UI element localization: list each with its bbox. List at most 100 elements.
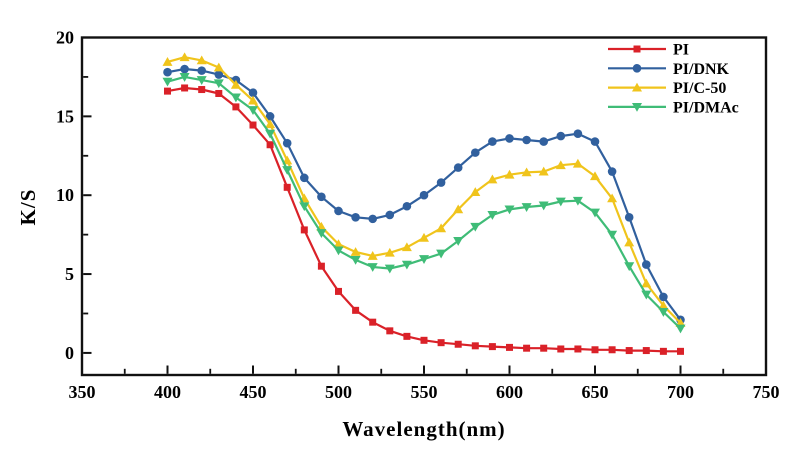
data-point-marker <box>572 158 583 168</box>
data-point-marker <box>677 347 684 355</box>
y-tick-label: 10 <box>56 185 74 205</box>
data-point-marker <box>300 226 308 234</box>
data-point-marker <box>386 327 394 335</box>
data-point-marker <box>470 222 481 232</box>
data-point-marker <box>471 342 479 350</box>
data-point-marker <box>642 347 650 355</box>
data-point-marker <box>454 340 462 348</box>
data-point-marker <box>591 346 599 354</box>
data-point-marker <box>213 79 224 89</box>
data-point-marker <box>230 93 241 103</box>
data-point-marker <box>419 255 429 264</box>
y-axis-title: K/S <box>16 188 40 226</box>
data-point-marker <box>521 203 532 212</box>
data-point-marker <box>248 95 258 105</box>
data-point-marker <box>164 87 171 95</box>
legend-label: PI/DNK <box>673 61 730 78</box>
data-point-marker <box>625 347 633 355</box>
data-point-marker <box>162 77 173 87</box>
data-point-marker <box>249 121 257 129</box>
legend-item: PI/DNK <box>608 61 730 78</box>
data-point-marker <box>265 129 276 139</box>
data-point-marker <box>504 169 515 179</box>
data-point-marker <box>402 201 412 211</box>
data-point-marker <box>384 247 395 257</box>
data-point-marker <box>624 212 634 222</box>
data-point-marker <box>369 318 377 326</box>
data-point-marker <box>436 223 447 233</box>
series-PI-DNK <box>163 64 685 325</box>
data-point-marker <box>470 187 481 196</box>
x-tick-label: 700 <box>667 382 694 402</box>
data-point-marker <box>333 239 344 249</box>
data-point-marker <box>232 103 240 111</box>
data-point-marker <box>538 201 549 211</box>
data-point-marker <box>282 166 293 175</box>
data-point-marker <box>300 173 309 183</box>
y-tick-label: 15 <box>56 106 74 126</box>
data-point-marker <box>350 247 361 256</box>
data-point-marker <box>555 197 566 207</box>
x-tick-label: 350 <box>69 382 96 402</box>
data-point-marker <box>197 66 206 75</box>
legend-marker-icon <box>633 45 641 53</box>
data-point-marker <box>538 166 549 176</box>
x-axis: 350 400 450 500 550 600 650 700 750 <box>69 365 780 402</box>
data-point-marker <box>658 300 669 310</box>
data-point-marker <box>675 324 686 334</box>
legend-label: PI/DMAc <box>673 99 739 116</box>
data-point-marker <box>419 232 429 242</box>
legend-marker-icon <box>632 82 642 92</box>
series-PI-DMAc <box>162 73 686 334</box>
data-point-marker <box>504 205 515 215</box>
data-point-marker <box>283 183 291 191</box>
data-point-marker <box>352 306 360 314</box>
data-point-marker <box>367 263 378 272</box>
data-point-marker <box>162 57 173 66</box>
data-point-marker <box>590 208 600 218</box>
data-point-marker <box>641 290 652 300</box>
data-point-marker <box>265 112 275 121</box>
data-point-marker <box>181 84 189 92</box>
data-point-marker <box>317 262 325 270</box>
data-point-marker <box>196 76 207 85</box>
data-point-marker <box>180 64 189 74</box>
x-tick-label: 500 <box>325 382 352 402</box>
data-point-marker <box>248 88 258 97</box>
data-point-marker <box>487 211 498 220</box>
data-point-marker <box>557 345 565 353</box>
data-point-marker <box>401 260 412 270</box>
data-point-marker <box>248 106 258 115</box>
x-tick-label: 450 <box>240 382 267 402</box>
data-point-marker <box>523 344 531 352</box>
x-tick-label: 600 <box>496 382 523 402</box>
data-point-marker <box>334 206 343 216</box>
data-point-marker <box>607 230 618 240</box>
data-point-marker <box>624 237 635 247</box>
data-point-marker <box>436 249 447 259</box>
data-point-marker <box>196 55 207 65</box>
legend-marker-icon <box>632 103 642 112</box>
data-point-marker <box>624 262 635 272</box>
data-point-marker <box>556 131 566 141</box>
data-point-marker <box>521 167 532 177</box>
data-point-marker <box>316 229 327 238</box>
data-point-marker <box>198 86 206 94</box>
data-point-marker <box>453 204 464 214</box>
data-point-marker <box>179 52 190 62</box>
data-point-marker <box>333 246 344 256</box>
data-point-marker <box>573 129 583 139</box>
legend-label: PI/C-50 <box>673 80 726 97</box>
y-tick-label: 20 <box>56 28 74 48</box>
data-point-marker <box>351 212 360 222</box>
data-point-marker <box>437 339 445 347</box>
data-point-marker <box>488 343 496 351</box>
data-point-marker <box>658 308 669 317</box>
data-point-marker <box>659 292 668 302</box>
data-point-marker <box>282 138 292 148</box>
x-tick-label: 750 <box>753 382 780 402</box>
data-point-marker <box>299 202 310 212</box>
y-axis: 0 5 10 15 20 <box>56 28 92 363</box>
legend-item: PI/DMAc <box>608 99 739 116</box>
